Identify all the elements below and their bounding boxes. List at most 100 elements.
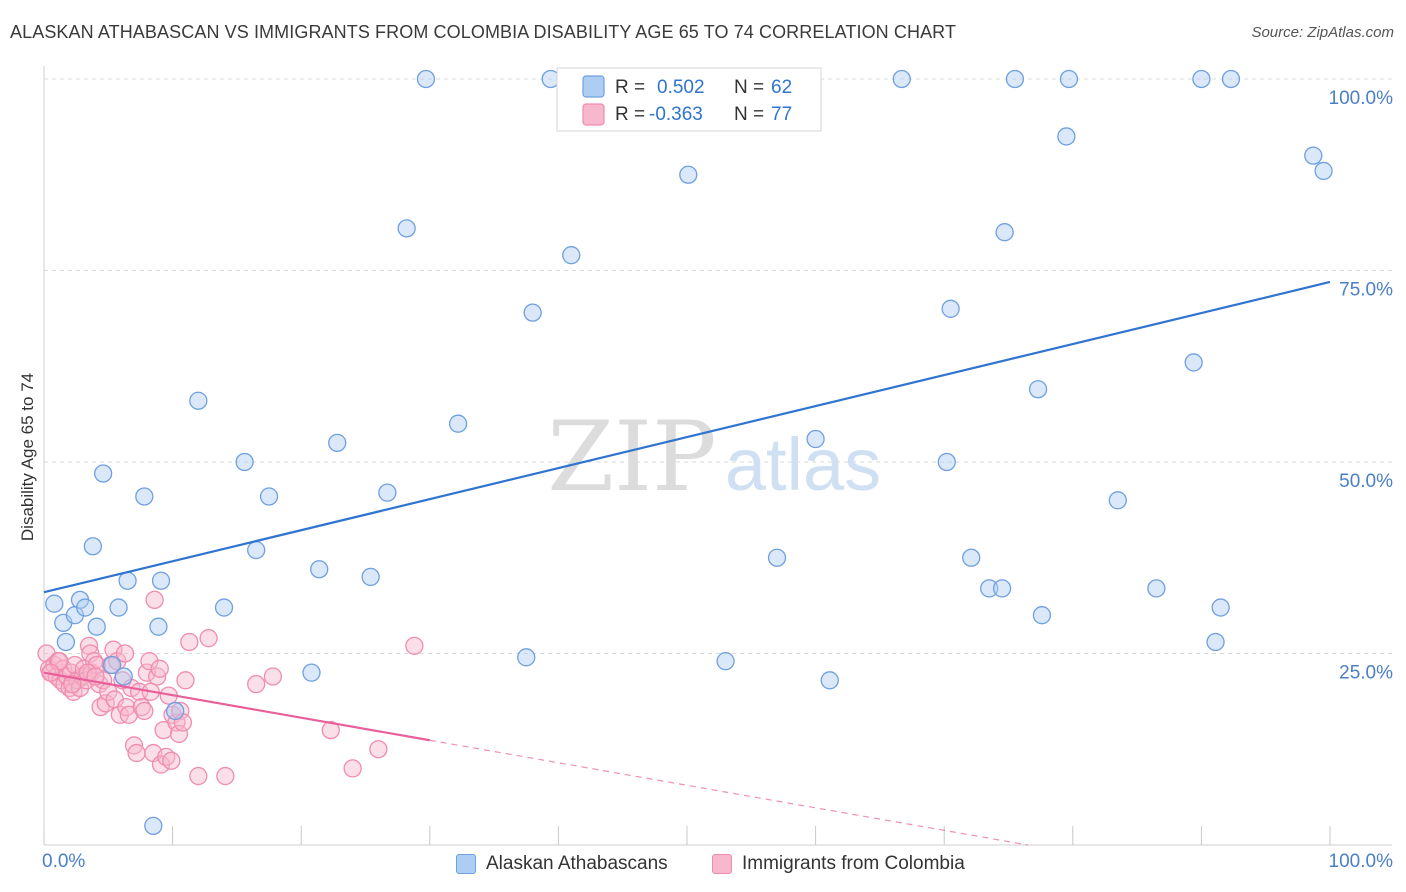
legend-box: R = 0.502 N = 62 R = -0.363 N = 77 <box>556 67 822 132</box>
athabascan-point-8 <box>94 464 113 483</box>
colombia-point-64 <box>199 629 218 648</box>
colombia-point-48 <box>145 590 164 610</box>
y-tick-label-50: 50.0% <box>1339 471 1393 492</box>
legend-swatch-blue <box>582 75 605 98</box>
athabascan-point-56 <box>1206 632 1225 652</box>
athabascan-point-25 <box>328 433 347 453</box>
colombia-point-35 <box>115 644 135 663</box>
athabascan-point-39 <box>820 671 839 690</box>
athabascan-point-50 <box>1057 127 1076 146</box>
athabascan-point-11 <box>114 667 133 686</box>
bottom-legend-swatch-pink <box>712 854 732 874</box>
athabascan-point-54 <box>1184 353 1203 372</box>
athabascan-point-24 <box>310 560 329 579</box>
colombia-trend-line-solid <box>43 671 430 742</box>
y-tick-label-75: 75.0% <box>1339 280 1393 301</box>
athabascan-point-45 <box>992 579 1012 598</box>
athabascan-point-38 <box>806 429 825 449</box>
athabascan-point-53 <box>1147 579 1166 598</box>
athabascan-point-23 <box>302 663 321 682</box>
athabascan-point-13 <box>135 487 154 506</box>
athabascan-point-6 <box>83 537 103 556</box>
source-label: Source: ZipAtlas.com <box>1251 24 1394 41</box>
colombia-point-69 <box>343 759 362 778</box>
athabascan-point-29 <box>416 69 436 89</box>
watermark-zip: ZIP <box>547 401 716 513</box>
legend-swatch-pink <box>582 103 605 126</box>
colombia-point-43 <box>135 701 154 721</box>
colombia-point-68 <box>321 720 340 740</box>
colombia-point-66 <box>247 674 266 694</box>
athabascan-point-46 <box>995 223 1014 242</box>
colombia-point-59 <box>171 701 190 721</box>
athabascan-point-47 <box>1005 69 1025 89</box>
athabascan-point-22 <box>259 487 279 506</box>
axes <box>43 66 1392 846</box>
athabascan-point-32 <box>523 303 542 322</box>
colombia-point-30 <box>104 640 123 659</box>
athabascan-point-41 <box>937 452 956 472</box>
series-athabascan-points <box>45 69 1333 835</box>
athabascan-point-42 <box>941 299 960 318</box>
chart-title: ALASKAN ATHABASCAN VS IMMIGRANTS FROM CO… <box>10 22 957 42</box>
athabascan-point-12 <box>118 571 137 590</box>
athabascan-point-21 <box>247 540 266 560</box>
trend-lines <box>43 280 1331 846</box>
athabascan-point-2 <box>56 632 76 652</box>
colombia-point-62 <box>180 632 199 652</box>
athabascan-point-14 <box>144 816 163 835</box>
athabascan-point-20 <box>235 452 254 472</box>
athabascan-point-57 <box>1211 598 1230 617</box>
colombia-point-27 <box>96 694 115 713</box>
colombia-point-76 <box>41 663 60 682</box>
athabascan-point-16 <box>151 571 171 590</box>
legend-n-label-2: N = <box>734 104 764 125</box>
bottom-legend-item-colombia: Immigrants from Colombia <box>712 853 965 875</box>
athabascan-point-0 <box>45 594 64 613</box>
legend-r-value-2: -0.363 <box>649 104 703 125</box>
athabascan-point-17 <box>166 701 185 721</box>
bottom-legend: Alaskan Athabascans Immigrants from Colo… <box>0 850 1406 880</box>
athabascan-point-34 <box>562 246 581 265</box>
watermark: ZIP atlas <box>547 401 881 513</box>
athabascan-point-36 <box>716 652 735 671</box>
colombia-point-67 <box>263 667 283 686</box>
athabascan-point-48 <box>1028 380 1048 399</box>
athabascan-point-40 <box>892 69 911 89</box>
legend-n-value-2: 77 <box>771 104 792 125</box>
bottom-legend-label-athabascan: Alaskan Athabascans <box>486 853 668 874</box>
colombia-point-65 <box>216 766 235 786</box>
athabascan-point-60 <box>1314 161 1333 181</box>
x-axis-max-label: 100.0% <box>1328 851 1393 872</box>
athabascan-point-52 <box>1108 491 1127 510</box>
colombia-point-50 <box>150 659 169 678</box>
athabascan-point-28 <box>397 219 416 238</box>
athabascan-point-37 <box>767 548 787 567</box>
athabascan-point-44 <box>980 579 999 598</box>
colombia-point-73 <box>63 674 82 694</box>
athabascan-point-9 <box>103 655 122 675</box>
athabascan-point-5 <box>76 598 95 617</box>
legend-n-label-1: N = <box>734 77 764 98</box>
y-tick-label-100: 100.0% <box>1329 88 1394 109</box>
athabascan-point-19 <box>214 598 234 617</box>
watermark-atlas: atlas <box>725 423 881 506</box>
athabascan-point-49 <box>1032 606 1052 625</box>
bottom-legend-swatch-blue <box>456 854 476 874</box>
colombia-point-61 <box>176 671 195 690</box>
colombia-point-70 <box>369 740 388 759</box>
bottom-legend-item-athabascan: Alaskan Athabascans <box>456 853 668 875</box>
y-tick-label-25: 25.0% <box>1339 663 1393 684</box>
legend-n-value-1: 62 <box>771 77 792 98</box>
athabascan-point-10 <box>109 598 128 617</box>
colombia-point-63 <box>189 766 208 786</box>
athabascan-point-43 <box>962 548 981 567</box>
athabascan-point-51 <box>1059 69 1079 89</box>
legend-r-label-1: R = <box>615 77 645 98</box>
athabascan-point-27 <box>378 483 397 502</box>
athabascan-point-58 <box>1221 69 1241 89</box>
athabascan-point-26 <box>361 567 380 587</box>
athabascan-point-15 <box>149 617 168 636</box>
athabascan-trend-line <box>43 280 1331 594</box>
